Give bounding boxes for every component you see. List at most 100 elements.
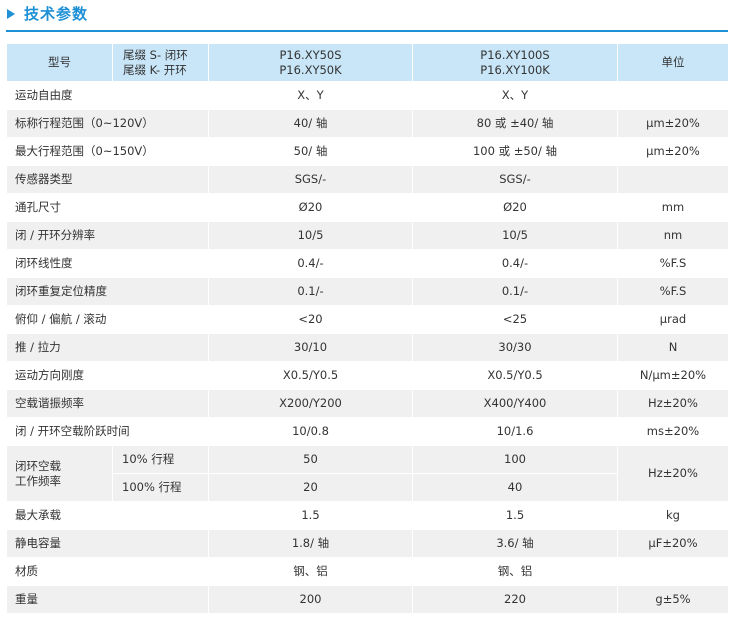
value-product-1: 50	[208, 445, 413, 474]
value-product-1: 10/5	[208, 221, 413, 250]
product-1-closed: P16.XY50S	[279, 47, 342, 62]
value-product-1: 1.8/ 轴	[208, 529, 413, 558]
value-product-2: X0.5/Y0.5	[412, 361, 618, 390]
row-label: 闭环线性度	[6, 249, 209, 278]
value-product-1: 1.5	[208, 501, 413, 530]
section-header: 技术参数	[0, 0, 734, 32]
row-label: 运动方向刚度	[6, 361, 209, 390]
row-unit: μm±20%	[617, 109, 729, 138]
table-row: 最大行程范围（0~150V） 50/ 轴 100 或 ±50/ 轴 μm±20%	[6, 137, 729, 166]
value-product-1: 200	[208, 585, 413, 614]
value-product-1: 50/ 轴	[208, 137, 413, 166]
row-label: 空载谐振频率	[6, 389, 209, 418]
table-header-row: 型号 尾缀 S- 闭环 尾缀 K- 开环 P16.XY50S P16.XY50K…	[6, 43, 729, 82]
row-label: 通孔尺寸	[6, 193, 209, 222]
table-row: 闭 / 开环分辨率 10/5 10/5 nm	[6, 221, 729, 250]
row-label: 闭 / 开环空载阶跃时间	[6, 417, 209, 446]
header-product-1: P16.XY50S P16.XY50K	[208, 43, 413, 82]
row-label: 静电容量	[6, 529, 209, 558]
value-product-2: 10/1.6	[412, 417, 618, 446]
row-unit: mm	[617, 193, 729, 222]
header-suffix: 尾缀 S- 闭环 尾缀 K- 开环	[112, 43, 209, 82]
value-product-1: X200/Y200	[208, 389, 413, 418]
value-product-2: X、Y	[412, 81, 618, 110]
table-row: 100% 行程 20 40	[7, 473, 729, 502]
header-suffix-closed: 尾缀 S- 闭环	[123, 47, 188, 62]
value-product-1: X、Y	[208, 81, 413, 110]
row-label: 闭环重复定位精度	[6, 277, 209, 306]
table-row: 材质 钢、铝 钢、铝	[6, 557, 729, 586]
table-row: 标称行程范围（0~120V） 40/ 轴 80 或 ±40/ 轴 μm±20%	[6, 109, 729, 138]
row-unit: %F.S	[617, 277, 729, 306]
header-product-2: P16.XY100S P16.XY100K	[412, 43, 618, 82]
value-product-2: 0.1/-	[412, 277, 618, 306]
table-row: 运动自由度 X、Y X、Y	[6, 81, 729, 110]
value-product-2: 220	[412, 585, 618, 614]
value-product-2: 钢、铝	[412, 557, 618, 586]
table-row: 闭环线性度 0.4/- 0.4/- %F.S	[6, 249, 729, 278]
row-unit: μrad	[617, 305, 729, 334]
value-product-2: 1.5	[412, 501, 618, 530]
value-product-2: X400/Y400	[412, 389, 618, 418]
value-product-1: 20	[208, 473, 413, 502]
table-row: 静电容量 1.8/ 轴 3.6/ 轴 μF±20%	[6, 529, 729, 558]
value-product-1: 30/10	[208, 333, 413, 362]
row-label: 运动自由度	[6, 81, 209, 110]
table-row: 重量 200 220 g±5%	[6, 585, 729, 614]
value-product-1: SGS/-	[208, 165, 413, 194]
sub-label: 100% 行程	[112, 473, 209, 502]
freq-group-label: 闭环空载 工作频率	[6, 445, 113, 502]
value-product-1: Ø20	[208, 193, 413, 222]
value-product-2: SGS/-	[412, 165, 618, 194]
freq-group-label-line1: 闭环空载	[15, 458, 61, 473]
row-unit: g±5%	[617, 585, 729, 614]
value-product-2: 0.4/-	[412, 249, 618, 278]
table-row: 最大承载 1.5 1.5 kg	[6, 501, 729, 530]
value-product-2: 100	[412, 445, 618, 474]
sub-label: 10% 行程	[112, 445, 209, 474]
table-row: 推 / 拉力 30/10 30/30 N	[6, 333, 729, 362]
value-product-2: 80 或 ±40/ 轴	[412, 109, 618, 138]
product-1-open: P16.XY50K	[279, 62, 342, 77]
table-row: 闭环重复定位精度 0.1/- 0.1/- %F.S	[6, 277, 729, 306]
value-product-2: 10/5	[412, 221, 618, 250]
table-row: 俯仰 / 偏航 / 滚动 <20 <25 μrad	[6, 305, 729, 334]
row-unit: nm	[617, 221, 729, 250]
row-label: 推 / 拉力	[6, 333, 209, 362]
value-product-1: 钢、铝	[208, 557, 413, 586]
value-product-1: 40/ 轴	[208, 109, 413, 138]
value-product-1: 0.4/-	[208, 249, 413, 278]
value-product-1: 10/0.8	[208, 417, 413, 446]
table-row: 通孔尺寸 Ø20 Ø20 mm	[6, 193, 729, 222]
value-product-2: 40	[412, 473, 618, 502]
row-unit: ms±20%	[617, 417, 729, 446]
row-label: 闭 / 开环分辨率	[6, 221, 209, 250]
value-product-2: 3.6/ 轴	[412, 529, 618, 558]
row-label: 俯仰 / 偏航 / 滚动	[6, 305, 209, 334]
row-unit: N/μm±20%	[617, 361, 729, 390]
section-title: 技术参数	[24, 5, 89, 23]
triangle-bullet-icon	[7, 9, 15, 19]
row-unit	[617, 81, 729, 110]
value-product-2: 100 或 ±50/ 轴	[412, 137, 618, 166]
header-suffix-open: 尾缀 K- 开环	[123, 62, 187, 77]
row-unit	[617, 165, 729, 194]
row-label: 最大行程范围（0~150V）	[6, 137, 209, 166]
value-product-2: Ø20	[412, 193, 618, 222]
product-2-open: P16.XY100K	[480, 62, 550, 77]
row-label: 材质	[6, 557, 209, 586]
row-unit: kg	[617, 501, 729, 530]
freq-group-label-line2: 工作频率	[15, 473, 61, 488]
table-row: 闭环空载 工作频率 10% 行程 50 100 Hz±20%	[6, 445, 729, 502]
value-product-2: 30/30	[412, 333, 618, 362]
header-unit: 单位	[617, 43, 729, 82]
row-unit: μF±20%	[617, 529, 729, 558]
header-divider	[6, 30, 728, 32]
row-unit: %F.S	[617, 249, 729, 278]
header-model: 型号	[6, 43, 113, 82]
value-product-1: X0.5/Y0.5	[208, 361, 413, 390]
value-product-2: <25	[412, 305, 618, 334]
value-product-1: 0.1/-	[208, 277, 413, 306]
spec-table: 型号 尾缀 S- 闭环 尾缀 K- 开环 P16.XY50S P16.XY50K…	[6, 43, 729, 614]
row-label: 最大承载	[6, 501, 209, 530]
